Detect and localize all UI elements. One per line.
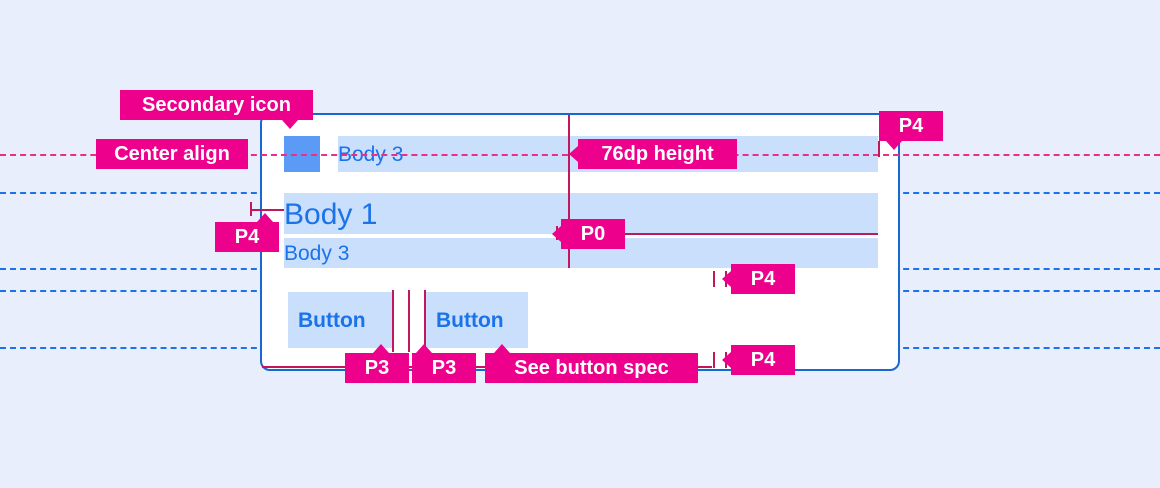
padding-leader-p0 [625,233,878,235]
annotation-button-spec[interactable]: See button spec [485,344,698,383]
annotation-label: P4 [750,348,776,371]
annotation-p4-mid-right[interactable]: P4 [722,264,795,294]
padding-tick [250,202,252,216]
annotation-p0[interactable]: P0 [552,219,625,249]
height-measure-line [568,115,570,268]
annotation-height-spec[interactable]: 76dp height [569,139,737,169]
annotation-label: P0 [580,222,606,245]
padding-tick [713,352,715,368]
annotation-p4-bottom-right[interactable]: P4 [722,345,795,375]
annotation-p4-left[interactable]: P4 [215,213,279,252]
annotation-label: 76dp height [601,142,714,165]
annotation-label: P3 [431,356,457,379]
button-gap-line [424,290,426,352]
padding-tick [713,271,715,287]
title-text: Body 1 [284,198,378,231]
button-highlight [288,292,392,348]
subtitle-text: Body 3 [284,242,350,265]
annotation-p4-top-right[interactable]: P4 [879,111,943,150]
button-gap-line [392,290,394,352]
annotation-label: Secondary icon [142,93,291,116]
annotation-label: P3 [364,356,390,379]
padding-leader-left [250,209,284,211]
annotation-label: P4 [234,225,260,248]
annotation-p3-first[interactable]: P3 [345,344,409,383]
annotation-p3-second[interactable]: P3 [412,344,476,383]
annotation-label: Center align [114,142,230,165]
annotation-label: See button spec [514,356,669,379]
annotation-secondary-icon[interactable]: Secondary icon [120,90,313,129]
annotation-label: P4 [898,114,924,137]
annotation-label: P4 [750,267,776,290]
button-highlight [424,292,528,348]
card-button-2-label[interactable]: Button [436,309,504,332]
button-gap-line [408,290,410,352]
padding-tick [878,141,880,157]
card-button-1-label[interactable]: Button [298,309,366,332]
annotation-center-align[interactable]: Center align [96,139,248,169]
